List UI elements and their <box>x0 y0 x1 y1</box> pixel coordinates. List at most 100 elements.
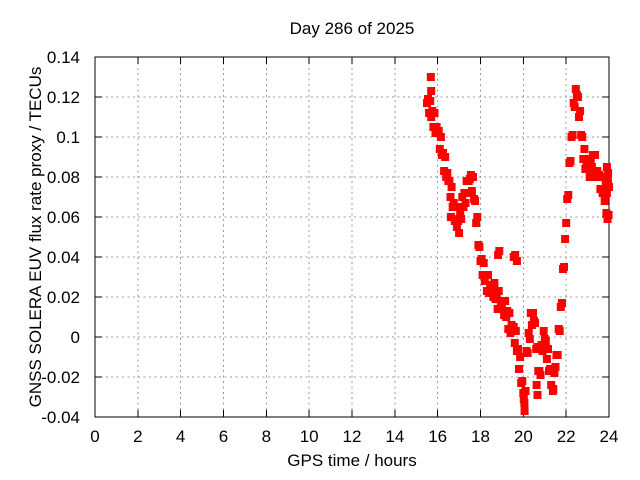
data-point <box>434 127 443 135</box>
data-point <box>443 169 452 177</box>
data-point <box>578 133 587 141</box>
data-point <box>516 353 525 361</box>
x-tick-label: 24 <box>600 427 619 446</box>
data-point <box>480 277 489 285</box>
data-point <box>455 229 464 237</box>
data-point <box>604 211 613 219</box>
y-tick-label: 0 <box>71 328 80 347</box>
data-point <box>427 87 436 95</box>
y-tick-label: 0.1 <box>56 128 80 147</box>
data-point <box>457 215 466 223</box>
x-tick-label: 8 <box>262 427 271 446</box>
y-tick-label: -0.02 <box>41 368 80 387</box>
data-point <box>469 173 477 181</box>
data-point <box>585 173 594 181</box>
data-point <box>472 219 481 227</box>
data-point <box>555 327 564 335</box>
data-point <box>525 335 534 343</box>
data-point <box>521 387 530 395</box>
x-tick-label: 12 <box>343 427 362 446</box>
data-point <box>560 263 568 271</box>
data-point <box>597 173 606 181</box>
data-point <box>553 351 562 359</box>
x-tick-label: 14 <box>385 427 404 446</box>
data-point <box>541 337 550 345</box>
data-point <box>511 251 520 259</box>
data-point <box>544 345 552 353</box>
data-point <box>515 365 523 373</box>
data-point <box>575 113 583 121</box>
data-point <box>461 199 470 207</box>
data-point <box>542 355 551 363</box>
data-point <box>533 343 542 351</box>
x-tick-label: 16 <box>428 427 447 446</box>
data-point <box>600 197 609 205</box>
data-point <box>562 219 571 227</box>
data-point <box>467 187 476 195</box>
data-point <box>591 151 600 159</box>
data-point <box>475 243 484 251</box>
x-tick-label: 2 <box>133 427 142 446</box>
data-point <box>561 235 570 243</box>
data-point <box>603 177 612 185</box>
data-point <box>471 197 480 205</box>
data-point <box>501 297 510 305</box>
data-point <box>494 287 503 295</box>
data-point <box>463 189 472 197</box>
data-point <box>576 107 585 115</box>
x-tick-label: 22 <box>557 427 576 446</box>
data-point <box>524 329 533 337</box>
y-tick-label: 0.12 <box>47 88 80 107</box>
x-axis-label: GPS time / hours <box>287 451 416 470</box>
y-tick-label: 0.02 <box>47 288 80 307</box>
data-point <box>538 347 547 355</box>
data-point <box>495 247 504 255</box>
data-point <box>445 177 454 185</box>
data-point <box>511 327 520 335</box>
data-point <box>564 191 573 199</box>
data-point <box>550 369 559 377</box>
y-tick-label: 0.06 <box>47 208 80 227</box>
data-point <box>571 85 580 93</box>
data-point <box>479 259 488 267</box>
data-point <box>446 213 455 221</box>
data-point <box>551 363 560 371</box>
data-point <box>436 133 445 141</box>
data-point <box>523 349 532 357</box>
data-point <box>430 109 439 117</box>
grid-layer <box>95 57 609 417</box>
data-point <box>447 183 456 191</box>
x-tick-label: 18 <box>471 427 490 446</box>
data-point <box>519 395 528 403</box>
chart-title: Day 286 of 2025 <box>290 19 415 38</box>
tick-label-layer: 0 2 4 6 8 10 12 14 16 18 20 22 24-0.04-0.0200.020.04… <box>41 48 618 446</box>
data-series <box>423 73 613 415</box>
data-point <box>514 345 522 353</box>
data-point <box>579 155 588 163</box>
data-point <box>536 371 545 379</box>
data-point <box>529 309 537 317</box>
data-point <box>604 169 613 177</box>
data-point <box>602 189 611 197</box>
data-point <box>532 381 541 389</box>
data-point <box>573 93 582 101</box>
y-axis-label: GNSS SOLERA EUV flux rate proxy / TECUs <box>26 67 45 408</box>
y-tick-label: 0.04 <box>47 248 80 267</box>
x-tick-label: 4 <box>176 427 185 446</box>
data-point <box>537 341 546 349</box>
x-tick-label: 6 <box>219 427 228 446</box>
data-point <box>512 257 521 265</box>
data-point <box>602 163 611 171</box>
data-point <box>605 183 613 191</box>
data-point <box>451 203 460 211</box>
y-tick-label: 0.08 <box>47 168 80 187</box>
data-point <box>491 295 500 303</box>
data-point <box>548 387 557 395</box>
data-point <box>441 153 450 161</box>
data-point <box>568 131 577 139</box>
data-point <box>484 271 492 279</box>
data-point <box>426 73 435 81</box>
y-tick-label: -0.04 <box>41 408 80 427</box>
data-point <box>473 213 482 221</box>
